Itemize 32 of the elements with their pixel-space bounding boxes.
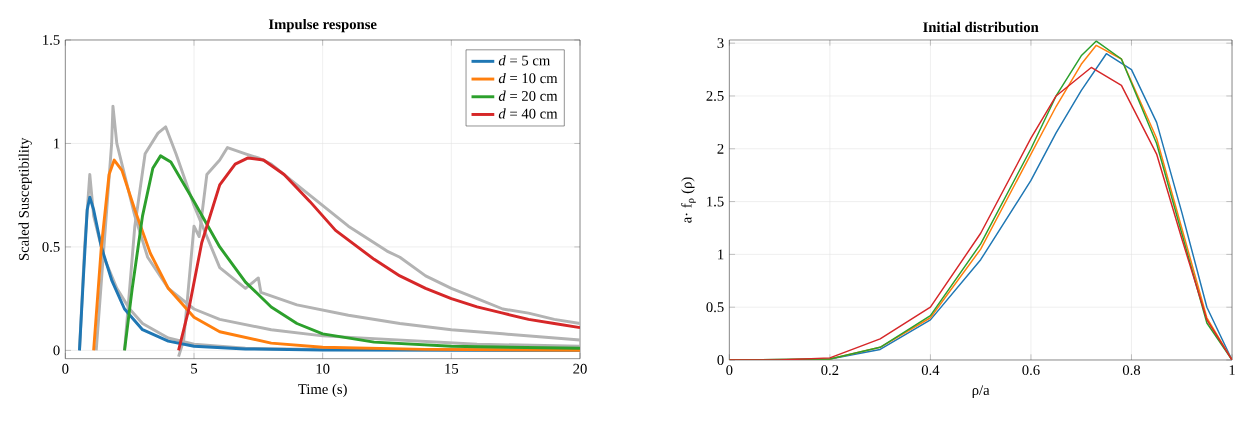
x-tick-label: 0 [726,365,733,376]
y-tick-label: 0 [717,355,724,365]
y-tick-label: 2 [717,143,724,154]
x-tick-label: 1 [1229,365,1235,375]
x-tick-label: 0.4 [921,365,940,376]
y-axis-title: a· f$_{ρ}$ (ρ) [681,177,696,223]
x-tick-label: 15 [445,363,459,374]
chart-title: Initial distribution [923,21,1039,33]
y-tick-label: 1 [54,138,60,149]
x-tick-label: 10 [316,363,330,374]
y-tick-label: 0.5 [706,302,724,313]
x-tick-label: 5 [191,363,198,374]
legend-label: d = 40 cm [498,108,558,119]
x-tick-label: 0.8 [1122,365,1141,376]
y-tick-label: 3 [717,38,724,49]
y-tick-label: 1 [718,249,724,260]
y-tick-label: 2.5 [706,91,724,101]
x-axis-title: ρ/a [972,385,990,398]
legend-label: d = 5 cm [498,55,551,66]
y-tick-label: 1.5 [707,196,724,207]
y-tick-label: 0.5 [42,241,60,252]
x-axis-title: Time (s) [298,383,347,398]
legend-label: d = 20 cm [498,90,558,101]
y-tick-label: 1.5 [43,35,60,45]
y-axis-title: Scaled Susceptibility [18,137,32,261]
x-tick-label: 20 [573,363,587,374]
chart-title: Impulse response [268,18,377,33]
y-tick-label: 0 [53,345,60,356]
x-tick-label: 0.2 [821,365,839,376]
x-tick-label: 0.6 [1022,365,1040,376]
x-tick-label: 0 [62,363,69,374]
legend-label: d = 10 cm [498,72,558,84]
